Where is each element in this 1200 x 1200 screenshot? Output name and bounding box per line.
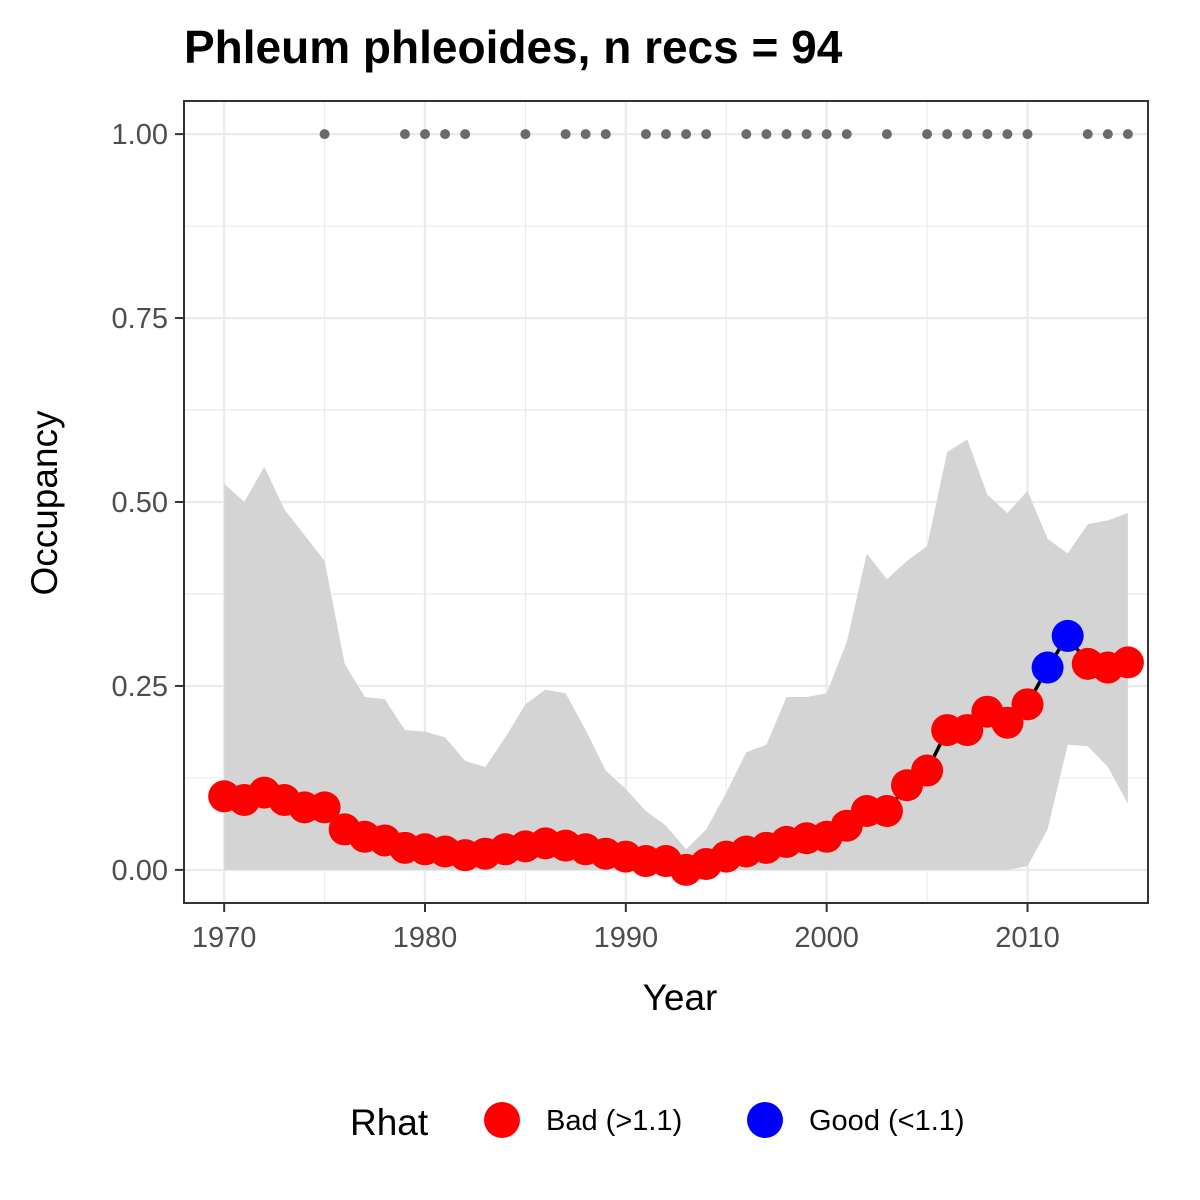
record-dot <box>580 129 591 140</box>
record-dot <box>741 129 752 140</box>
record-dot <box>781 129 792 140</box>
record-dot <box>841 129 852 140</box>
y-tick-label: 1.00 <box>112 119 168 151</box>
record-dot <box>319 129 330 140</box>
record-dot <box>460 129 471 140</box>
record-dot <box>962 129 973 140</box>
record-dots <box>319 129 1133 140</box>
record-dot <box>701 129 712 140</box>
record-dot <box>1102 129 1113 140</box>
x-tick-label: 2010 <box>995 922 1060 954</box>
x-axis-title: Year <box>643 977 718 1018</box>
x-tick-label: 2000 <box>794 922 859 954</box>
x-tick-label: 1990 <box>594 922 659 954</box>
record-dot <box>942 129 953 140</box>
legend-good-label: Good (<1.1) <box>809 1105 965 1137</box>
record-dot <box>640 129 651 140</box>
record-dot <box>982 129 993 140</box>
y-tick-label: 0.00 <box>112 855 168 887</box>
legend: Rhat Bad (>1.1) Good (<1.1) <box>350 1102 965 1143</box>
y-tick-label: 0.50 <box>112 487 168 519</box>
y-axis-ticks: 0.00 0.25 0.50 0.75 1.00 <box>112 119 184 887</box>
data-point <box>1031 651 1064 684</box>
y-axis-title: Occupancy <box>24 410 65 596</box>
x-axis-ticks: 1970 1980 1990 2000 2010 <box>192 903 1060 954</box>
x-tick-label: 1970 <box>192 922 257 954</box>
legend-good-swatch <box>747 1102 783 1138</box>
record-dot <box>881 129 892 140</box>
record-dot <box>600 129 611 140</box>
record-dot <box>681 129 692 140</box>
record-dot <box>1082 129 1093 140</box>
record-dot <box>661 129 671 140</box>
legend-bad-swatch <box>484 1102 520 1138</box>
record-dot <box>440 129 451 140</box>
occupancy-points <box>208 619 1144 886</box>
ci-ribbon <box>224 439 1128 870</box>
data-point <box>308 791 341 824</box>
record-dot <box>821 129 832 140</box>
legend-bad-label: Bad (>1.1) <box>546 1105 682 1137</box>
data-point <box>870 795 903 828</box>
data-point <box>1011 688 1044 721</box>
data-point <box>911 754 944 787</box>
y-tick-label: 0.25 <box>112 671 168 703</box>
data-point <box>1051 619 1084 652</box>
record-dot <box>1022 129 1033 140</box>
record-dot <box>399 129 410 140</box>
record-dot <box>1002 129 1013 140</box>
x-tick-label: 1980 <box>393 922 458 954</box>
chart-title: Phleum phleoides, n recs = 94 <box>184 21 843 73</box>
record-dot <box>801 129 812 140</box>
confidence-ribbon <box>224 439 1128 870</box>
record-dot <box>520 129 531 140</box>
data-point <box>1111 646 1144 679</box>
record-dot <box>922 129 933 140</box>
record-dot <box>761 129 772 140</box>
y-tick-label: 0.75 <box>112 303 168 335</box>
record-dot <box>1122 129 1133 140</box>
legend-title: Rhat <box>350 1102 429 1143</box>
record-dot <box>560 129 571 140</box>
record-dot <box>420 129 430 140</box>
